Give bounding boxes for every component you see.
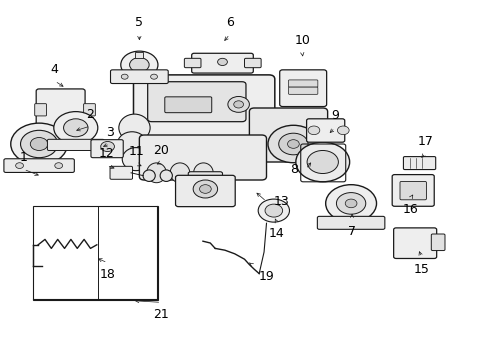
FancyBboxPatch shape bbox=[391, 175, 433, 206]
FancyBboxPatch shape bbox=[184, 58, 201, 68]
Bar bbox=[33, 206, 158, 300]
Ellipse shape bbox=[142, 170, 155, 181]
Ellipse shape bbox=[146, 163, 166, 183]
Circle shape bbox=[150, 74, 157, 79]
FancyBboxPatch shape bbox=[317, 216, 384, 229]
Text: 15: 15 bbox=[413, 263, 428, 276]
FancyBboxPatch shape bbox=[110, 70, 168, 84]
FancyBboxPatch shape bbox=[399, 181, 426, 200]
Circle shape bbox=[63, 119, 88, 137]
FancyBboxPatch shape bbox=[188, 172, 222, 193]
Text: 19: 19 bbox=[259, 270, 274, 283]
Circle shape bbox=[233, 101, 243, 108]
FancyBboxPatch shape bbox=[403, 157, 435, 170]
Circle shape bbox=[306, 150, 338, 174]
Text: 17: 17 bbox=[417, 135, 432, 148]
Text: 8: 8 bbox=[290, 163, 298, 176]
Circle shape bbox=[307, 126, 319, 135]
Text: 18: 18 bbox=[100, 268, 115, 281]
FancyBboxPatch shape bbox=[83, 104, 95, 116]
FancyBboxPatch shape bbox=[249, 108, 327, 162]
Circle shape bbox=[325, 185, 376, 222]
Circle shape bbox=[20, 130, 58, 158]
Circle shape bbox=[193, 180, 217, 198]
FancyBboxPatch shape bbox=[110, 166, 132, 179]
Circle shape bbox=[258, 199, 289, 222]
Circle shape bbox=[278, 133, 307, 155]
FancyBboxPatch shape bbox=[393, 228, 436, 258]
Circle shape bbox=[16, 163, 23, 168]
Text: 5: 5 bbox=[135, 16, 143, 29]
FancyBboxPatch shape bbox=[288, 80, 317, 87]
FancyBboxPatch shape bbox=[279, 70, 326, 107]
FancyBboxPatch shape bbox=[147, 82, 245, 122]
Text: 12: 12 bbox=[99, 147, 114, 160]
FancyBboxPatch shape bbox=[191, 53, 253, 73]
Circle shape bbox=[336, 193, 365, 214]
FancyBboxPatch shape bbox=[36, 89, 85, 127]
Ellipse shape bbox=[160, 170, 172, 181]
Text: 3: 3 bbox=[106, 126, 114, 139]
Circle shape bbox=[199, 185, 211, 193]
Text: 9: 9 bbox=[330, 109, 338, 122]
Text: 7: 7 bbox=[347, 225, 355, 238]
Circle shape bbox=[264, 204, 282, 217]
Circle shape bbox=[345, 199, 356, 208]
Bar bbox=[135, 52, 143, 58]
Circle shape bbox=[11, 123, 67, 165]
Text: 1: 1 bbox=[20, 151, 27, 164]
Circle shape bbox=[287, 140, 299, 148]
FancyBboxPatch shape bbox=[35, 104, 46, 116]
Text: 6: 6 bbox=[225, 16, 233, 29]
FancyBboxPatch shape bbox=[288, 87, 317, 94]
Ellipse shape bbox=[117, 132, 146, 156]
FancyBboxPatch shape bbox=[91, 140, 123, 158]
FancyBboxPatch shape bbox=[164, 97, 211, 113]
FancyBboxPatch shape bbox=[47, 139, 104, 150]
Circle shape bbox=[217, 58, 227, 66]
FancyBboxPatch shape bbox=[133, 75, 274, 150]
Text: 11: 11 bbox=[129, 145, 144, 158]
Text: 20: 20 bbox=[153, 144, 169, 157]
Text: 14: 14 bbox=[268, 227, 284, 240]
Text: 4: 4 bbox=[51, 63, 59, 76]
Text: 2: 2 bbox=[86, 108, 94, 121]
Text: 21: 21 bbox=[153, 308, 169, 321]
FancyBboxPatch shape bbox=[306, 119, 344, 142]
Text: 13: 13 bbox=[273, 195, 289, 208]
Ellipse shape bbox=[170, 163, 189, 183]
FancyBboxPatch shape bbox=[4, 159, 74, 172]
Circle shape bbox=[227, 96, 249, 112]
FancyBboxPatch shape bbox=[244, 58, 261, 68]
Circle shape bbox=[101, 141, 114, 152]
FancyBboxPatch shape bbox=[139, 135, 266, 180]
Ellipse shape bbox=[119, 114, 150, 141]
Text: 16: 16 bbox=[402, 203, 418, 216]
Circle shape bbox=[55, 163, 62, 168]
Circle shape bbox=[267, 125, 318, 163]
Circle shape bbox=[337, 126, 348, 135]
Circle shape bbox=[295, 142, 349, 182]
Circle shape bbox=[129, 58, 149, 72]
FancyBboxPatch shape bbox=[430, 234, 444, 251]
Text: 10: 10 bbox=[294, 34, 309, 47]
Ellipse shape bbox=[122, 148, 149, 171]
Circle shape bbox=[30, 138, 48, 150]
FancyBboxPatch shape bbox=[175, 175, 235, 207]
Circle shape bbox=[121, 51, 158, 78]
Circle shape bbox=[121, 74, 128, 79]
Ellipse shape bbox=[193, 163, 213, 183]
Circle shape bbox=[54, 112, 98, 144]
